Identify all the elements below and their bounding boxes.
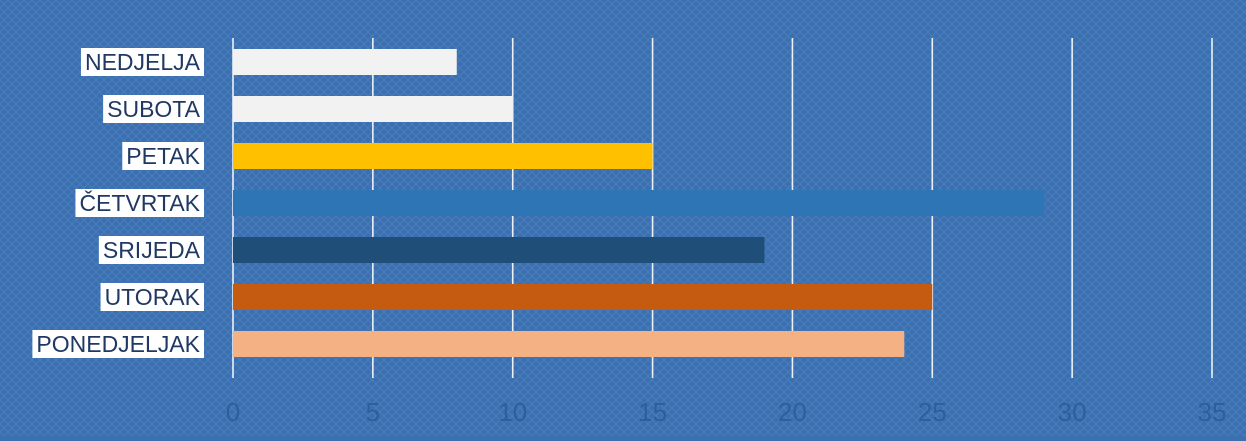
x-tick-label: 35 (1198, 397, 1227, 427)
category-label-box (75, 189, 204, 217)
category-label-box (80, 48, 204, 76)
bars (233, 49, 1045, 357)
category-labels: PONEDJELJAK UTORAK SRIJEDA ČETVRTAK PETAK SUB… (32, 48, 204, 358)
x-tick-label: 25 (918, 397, 947, 427)
category-label: SUBOTA (107, 96, 201, 122)
category-label-box (100, 283, 204, 311)
bar (233, 96, 513, 122)
category-label: PETAK (126, 143, 200, 169)
bar (233, 143, 653, 169)
x-tick-label: 20 (778, 397, 807, 427)
x-tick-label: 15 (638, 397, 667, 427)
bar (233, 190, 1045, 216)
category-label: NEDJELJA (85, 49, 201, 75)
x-tick-label: 0 (226, 397, 240, 427)
bar (233, 49, 457, 75)
category-label: UTORAK (105, 284, 201, 310)
bar (233, 284, 933, 310)
bar (233, 237, 765, 263)
x-tick-label: 30 (1058, 397, 1087, 427)
category-label-box (98, 236, 204, 264)
category-label-box (122, 142, 204, 170)
x-tick-label: 10 (498, 397, 527, 427)
category-label: PONEDJELJAK (36, 331, 200, 357)
category-label: SRIJEDA (103, 237, 201, 263)
category-label-box (32, 330, 204, 358)
bar (233, 331, 905, 357)
x-tick-labels: 0 5 10 15 20 25 30 35 (226, 397, 1227, 427)
category-label: ČETVRTAK (79, 189, 200, 216)
category-label-box (103, 95, 204, 123)
x-tick-label: 5 (366, 397, 380, 427)
